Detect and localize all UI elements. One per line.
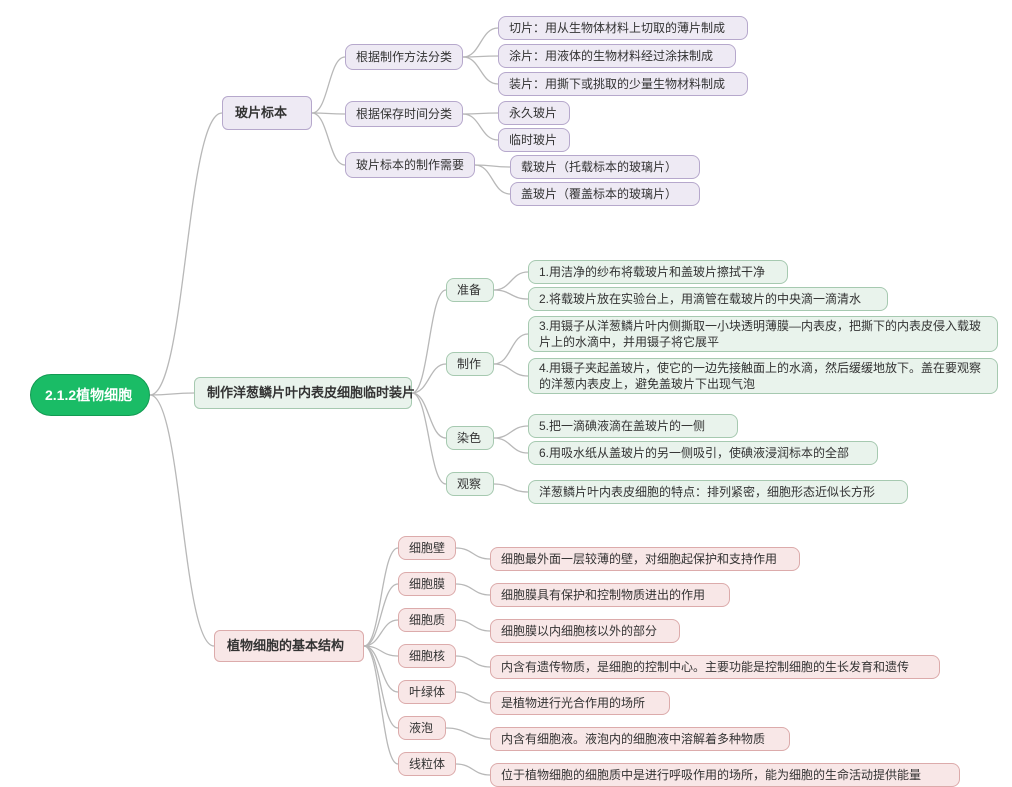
sub-branch3-6: 线粒体	[398, 752, 456, 776]
leaf-branch3-4: 是植物进行光合作用的场所	[490, 691, 670, 715]
sub-branch3-1: 细胞膜	[398, 572, 456, 596]
sub-branch1-2: 玻片标本的制作需要	[345, 152, 475, 178]
sub-branch3-3: 细胞核	[398, 644, 456, 668]
leaf-branch2-4: 5.把一滴碘液滴在盖玻片的一侧	[528, 414, 738, 438]
sub-branch1-0: 根据制作方法分类	[345, 44, 463, 70]
leaf-branch1-4: 临时玻片	[498, 128, 570, 152]
leaf-branch1-5: 载玻片（托载标本的玻璃片）	[510, 155, 700, 179]
root-node: 2.1.2植物细胞	[30, 374, 150, 416]
leaf-branch3-3: 内含有遗传物质，是细胞的控制中心。主要功能是控制细胞的生长发育和遗传	[490, 655, 940, 679]
leaf-branch3-1: 细胞膜具有保护和控制物质进出的作用	[490, 583, 730, 607]
branch-3: 植物细胞的基本结构	[214, 630, 364, 662]
sub-branch2-2: 染色	[446, 426, 494, 450]
sub-branch2-0: 准备	[446, 278, 494, 302]
sub-branch2-3: 观察	[446, 472, 494, 496]
leaf-branch3-2: 细胞膜以内细胞核以外的部分	[490, 619, 680, 643]
leaf-branch2-1: 2.将载玻片放在实验台上，用滴管在载玻片的中央滴一滴清水	[528, 287, 888, 311]
leaf-branch2-2: 3.用镊子从洋葱鳞片叶内侧撕取一小块透明薄膜—内表皮，把撕下的内表皮侵入载玻片上…	[528, 316, 998, 352]
sub-branch3-0: 细胞壁	[398, 536, 456, 560]
sub-branch3-5: 液泡	[398, 716, 446, 740]
sub-branch3-2: 细胞质	[398, 608, 456, 632]
sub-branch1-1: 根据保存时间分类	[345, 101, 463, 127]
leaf-branch1-1: 涂片：用液体的生物材料经过涂抹制成	[498, 44, 736, 68]
sub-branch3-4: 叶绿体	[398, 680, 456, 704]
leaf-branch3-0: 细胞最外面一层较薄的壁，对细胞起保护和支持作用	[490, 547, 800, 571]
leaf-branch2-6: 洋葱鳞片叶内表皮细胞的特点：排列紧密，细胞形态近似长方形	[528, 480, 908, 504]
leaf-branch1-3: 永久玻片	[498, 101, 570, 125]
leaf-branch1-2: 装片：用撕下或挑取的少量生物材料制成	[498, 72, 748, 96]
leaf-branch2-0: 1.用洁净的纱布将载玻片和盖玻片擦拭干净	[528, 260, 788, 284]
leaf-branch3-5: 内含有细胞液。液泡内的细胞液中溶解着多种物质	[490, 727, 790, 751]
sub-branch2-1: 制作	[446, 352, 494, 376]
leaf-branch1-6: 盖玻片（覆盖标本的玻璃片）	[510, 182, 700, 206]
leaf-branch3-6: 位于植物细胞的细胞质中是进行呼吸作用的场所，能为细胞的生命活动提供能量	[490, 763, 960, 787]
branch-2: 制作洋葱鳞片叶内表皮细胞临时装片	[194, 377, 412, 409]
leaf-branch2-5: 6.用吸水纸从盖玻片的另一侧吸引，使碘液浸润标本的全部	[528, 441, 878, 465]
branch-1: 玻片标本	[222, 96, 312, 130]
leaf-branch2-3: 4.用镊子夹起盖玻片，使它的一边先接触面上的水滴，然后缓缓地放下。盖在要观察的洋…	[528, 358, 998, 394]
leaf-branch1-0: 切片：用从生物体材料上切取的薄片制成	[498, 16, 748, 40]
